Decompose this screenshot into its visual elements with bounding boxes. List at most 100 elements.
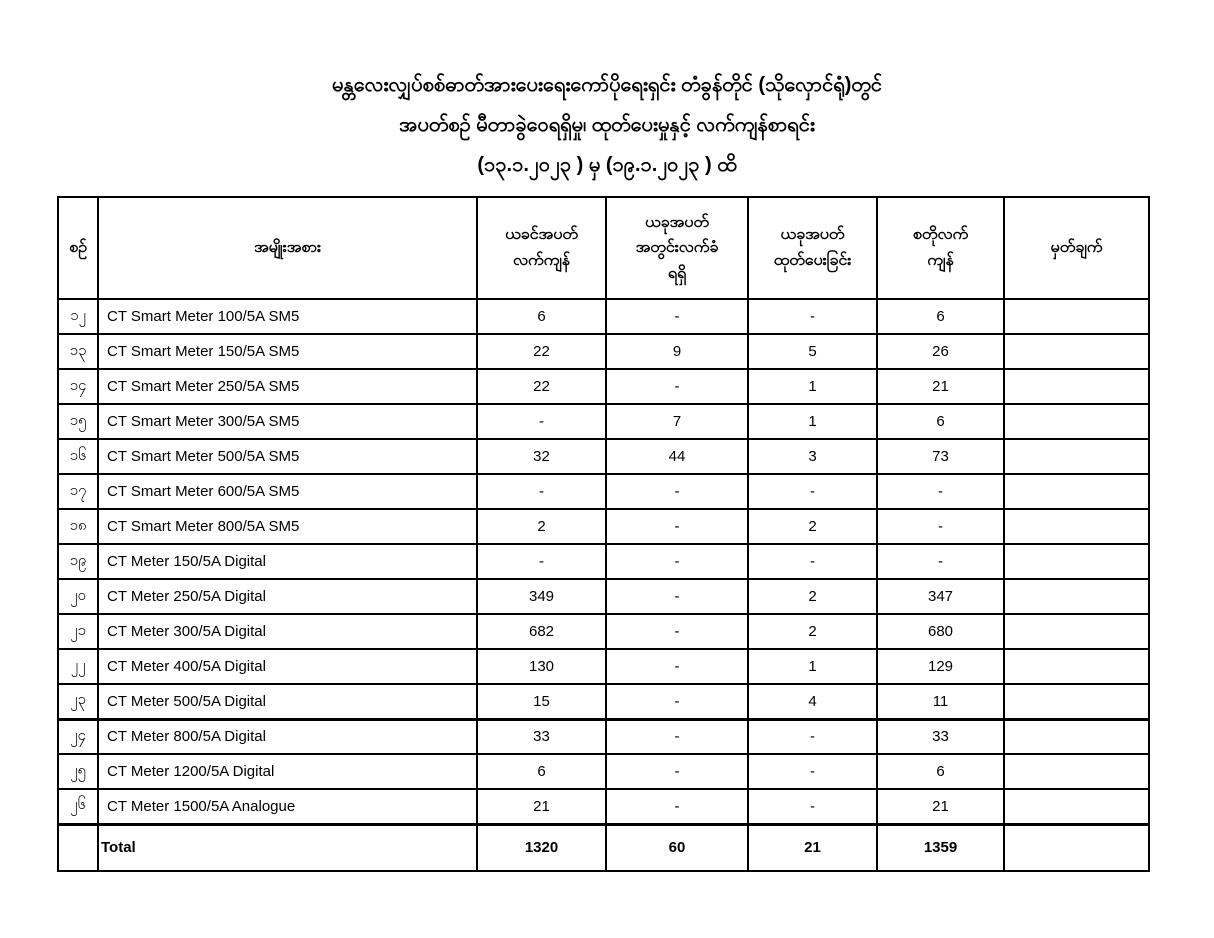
serial-cell: ၁၂ — [57, 298, 99, 335]
item-cell: CT Smart Meter 150/5A SM5 — [97, 333, 478, 370]
serial-cell: ၂၂ — [57, 648, 99, 685]
remark-cell — [1003, 298, 1150, 335]
remark-cell — [1003, 543, 1150, 580]
table-row: ၂၆ CT Meter 1500/5A Analogue 21- -21 — [57, 788, 1150, 825]
received-cell: - — [605, 578, 749, 615]
prev-balance-cell: 6 — [476, 753, 607, 790]
serial-cell: ၁၉ — [57, 543, 99, 580]
item-cell: CT Meter 1500/5A Analogue — [97, 788, 478, 825]
table-row: ၁၈ CT Smart Meter 800/5A SM5 2-2- — [57, 508, 1150, 545]
store-balance-cell: 129 — [876, 648, 1005, 685]
total-row: Total 1320 60 21 1359 — [57, 822, 1150, 872]
issued-cell: 1 — [747, 648, 878, 685]
title-line-1: မန္တလေးလျှပ်စစ်ဓာတ်အားပေးရေးကော်ပိုရေးရှ… — [332, 74, 882, 96]
total-serial-cell — [57, 822, 99, 872]
item-cell: CT Smart Meter 250/5A SM5 — [97, 368, 478, 405]
remark-cell — [1003, 648, 1150, 685]
table-row: ၂၂ CT Meter 400/5A Digital 130-1 129 — [57, 648, 1150, 685]
prev-balance-cell: 22 — [476, 333, 607, 370]
remark-cell — [1003, 508, 1150, 545]
issued-cell: 2 — [747, 613, 878, 650]
issued-cell: - — [747, 543, 878, 580]
received-cell: - — [605, 298, 749, 335]
total-prev-balance-cell: 1320 — [476, 822, 607, 872]
serial-cell: ၁၇ — [57, 473, 99, 510]
received-cell: - — [605, 753, 749, 790]
issued-cell: 4 — [747, 683, 878, 720]
prev-balance-cell: 682 — [476, 613, 607, 650]
header-issued-this-week: ယခုအပတ် ထုတ်ပေးခြင်း — [747, 196, 878, 300]
serial-cell: ၂၀ — [57, 578, 99, 615]
item-cell: CT Smart Meter 600/5A SM5 — [97, 473, 478, 510]
issued-cell: - — [747, 753, 878, 790]
issued-cell: 5 — [747, 333, 878, 370]
header-row: စဉ် အမျိုးအစား ယခင်အပတ် လက်ကျန် ယခုအပတ် … — [57, 196, 1150, 300]
received-cell: - — [605, 788, 749, 825]
table-row: ၂၃ CT Meter 500/5A Digital 15-4 11 — [57, 683, 1150, 720]
issued-cell: - — [747, 473, 878, 510]
store-balance-cell: 21 — [876, 788, 1005, 825]
table-row: ၁၆ CT Smart Meter 500/5A SM5 32 44 3 73 — [57, 438, 1150, 475]
table-footer: Total 1320 60 21 1359 — [57, 822, 1150, 872]
total-received-cell: 60 — [605, 822, 749, 872]
title-line-3: (၁၃.၁.၂၀၂၃ ) မှ (၁၉.၁.၂၀၂၃ ) ထိ — [477, 154, 737, 176]
issued-cell: 3 — [747, 438, 878, 475]
table-row: ၂၁ CT Meter 300/5A Digital 682-2 680 — [57, 613, 1150, 650]
remark-cell — [1003, 368, 1150, 405]
table-row: ၁၉ CT Meter 150/5A Digital - - - - — [57, 543, 1150, 580]
table-row: ၂၄ CT Meter 800/5A Digital 33- -33 — [57, 717, 1150, 755]
header-prev-week-balance: ယခင်အပတ် လက်ကျန် — [476, 196, 607, 300]
store-balance-cell: 347 — [876, 578, 1005, 615]
table-row: ၁၂ CT Smart Meter 100/5A SM5 6- -6 — [57, 298, 1150, 335]
table-row: ၁၅ CT Smart Meter 300/5A SM5-7 1 6 — [57, 403, 1150, 440]
issued-cell: - — [747, 788, 878, 825]
item-cell: CT Meter 500/5A Digital — [97, 683, 478, 720]
table-row: ၁၇ CT Smart Meter 600/5A SM5- - - - — [57, 473, 1150, 510]
store-balance-cell: - — [876, 543, 1005, 580]
serial-cell: ၁၆ — [57, 438, 99, 475]
serial-cell: ၁၅ — [57, 403, 99, 440]
total-issued-cell: 21 — [747, 822, 878, 872]
store-balance-cell: 6 — [876, 403, 1005, 440]
prev-balance-cell: 2 — [476, 508, 607, 545]
store-balance-cell: - — [876, 508, 1005, 545]
item-cell: CT Smart Meter 100/5A SM5 — [97, 298, 478, 335]
prev-balance-cell: 21 — [476, 788, 607, 825]
serial-cell: ၂၆ — [57, 788, 99, 825]
serial-cell: ၂၄ — [57, 717, 99, 755]
store-balance-cell: 26 — [876, 333, 1005, 370]
store-balance-cell: 21 — [876, 368, 1005, 405]
remark-cell — [1003, 438, 1150, 475]
prev-balance-cell: 22 — [476, 368, 607, 405]
store-balance-cell: 680 — [876, 613, 1005, 650]
store-balance-cell: 33 — [876, 717, 1005, 755]
item-cell: CT Meter 400/5A Digital — [97, 648, 478, 685]
store-balance-cell: 73 — [876, 438, 1005, 475]
store-balance-cell: - — [876, 473, 1005, 510]
prev-balance-cell: - — [476, 473, 607, 510]
remark-cell — [1003, 333, 1150, 370]
item-cell: CT Smart Meter 800/5A SM5 — [97, 508, 478, 545]
remark-cell — [1003, 753, 1150, 790]
total-store-balance-cell: 1359 — [876, 822, 1005, 872]
document-title-block: မန္တလေးလျှပ်စစ်ဓာတ်အားပေးရေးကော်ပိုရေးရှ… — [0, 72, 1214, 192]
remark-cell — [1003, 788, 1150, 825]
total-remark-cell — [1003, 822, 1150, 872]
item-cell: CT Meter 250/5A Digital — [97, 578, 478, 615]
header-remark: မှတ်ချက် — [1003, 196, 1150, 300]
received-cell: 9 — [605, 333, 749, 370]
serial-cell: ၂၃ — [57, 683, 99, 720]
header-item-type: အမျိုးအစား — [97, 196, 478, 300]
prev-balance-cell: 15 — [476, 683, 607, 720]
header-received-this-week: ယခုအပတ် အတွင်းလက်ခံ ရရှိ — [605, 196, 749, 300]
received-cell: 44 — [605, 438, 749, 475]
serial-cell: ၁၈ — [57, 508, 99, 545]
item-cell: CT Meter 150/5A Digital — [97, 543, 478, 580]
meter-stock-table: စဉ် အမျိုးအစား ယခင်အပတ် လက်ကျန် ယခုအပတ် … — [57, 196, 1150, 872]
table-row: ၁၃ CT Smart Meter 150/5A SM5 22 9 5 26 — [57, 333, 1150, 370]
store-balance-cell: 6 — [876, 298, 1005, 335]
prev-balance-cell: - — [476, 403, 607, 440]
total-label-cell: Total — [97, 822, 478, 872]
table-row: ၂၀ CT Meter 250/5A Digital 349-2 347 — [57, 578, 1150, 615]
